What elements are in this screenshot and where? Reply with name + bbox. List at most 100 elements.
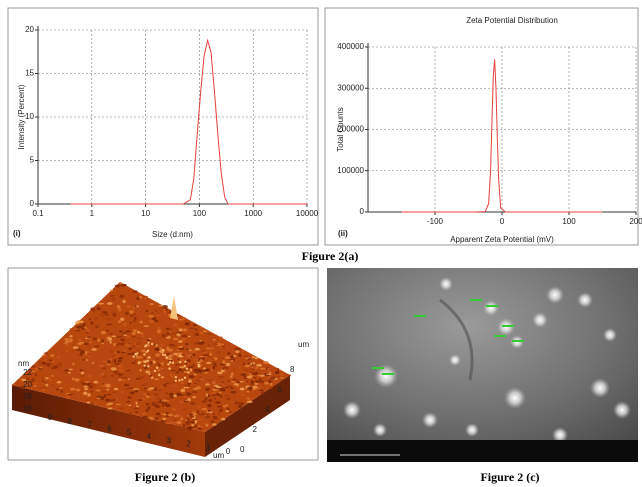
- x-tick-label: 200: [629, 217, 642, 226]
- afm-texture: [33, 382, 38, 385]
- afm-texture: [226, 407, 230, 410]
- sem-features: [343, 277, 631, 443]
- afm-texture: [106, 299, 109, 302]
- afm-texture: [143, 364, 146, 367]
- afm-texture: [48, 379, 53, 381]
- panel-label: (i): [13, 229, 21, 238]
- afm-texture: [162, 404, 165, 407]
- afm-texture: [270, 376, 276, 380]
- afm-texture: [172, 337, 179, 341]
- afm-texture: [112, 313, 117, 317]
- afm-texture: [257, 374, 261, 377]
- afm-texture: [31, 379, 35, 383]
- afm-texture: [202, 350, 206, 353]
- afm-texture: [265, 373, 272, 375]
- afm-texture: [83, 385, 89, 388]
- afm-texture: [156, 314, 161, 316]
- afm-texture: [128, 347, 132, 350]
- afm-texture: [205, 393, 209, 397]
- afm-texture: [192, 412, 197, 416]
- afm-texture: [96, 307, 101, 311]
- afm-texture: [133, 329, 137, 333]
- afm-texture: [136, 405, 139, 408]
- afm-texture: [154, 378, 160, 381]
- afm-texture: [188, 379, 193, 383]
- afm-texture: [269, 382, 273, 387]
- afm-texture: [180, 382, 185, 385]
- afm-texture: [180, 388, 185, 393]
- afm-texture: [178, 345, 183, 349]
- afm-texture: [113, 398, 116, 402]
- afm-texture: [176, 327, 180, 329]
- annotation-marker: [486, 305, 498, 307]
- y-tick-label: 2: [253, 425, 258, 434]
- afm-texture: [64, 369, 70, 372]
- x-tick-label: 100: [562, 217, 576, 226]
- afm-texture: [175, 364, 178, 367]
- afm-texture: [207, 379, 213, 382]
- afm-texture: [106, 302, 113, 305]
- x-unit: um: [213, 451, 224, 460]
- afm-texture: [124, 343, 131, 347]
- afm-texture: [169, 396, 175, 399]
- afm-texture: [167, 363, 170, 366]
- afm-texture: [74, 378, 80, 382]
- afm-texture: [227, 352, 231, 355]
- afm-texture: [229, 387, 235, 390]
- afm-texture: [254, 383, 259, 385]
- caption: Figure 2 (c): [480, 470, 539, 484]
- afm-texture: [125, 330, 131, 333]
- y-tick-label: 5: [30, 156, 35, 165]
- afm-texture: [197, 413, 204, 416]
- afm-texture: [148, 320, 154, 323]
- afm-texture: [146, 339, 150, 342]
- afm-texture: [106, 323, 113, 325]
- annotation-marker: [470, 299, 482, 301]
- afm-texture: [216, 405, 223, 408]
- x-tick-label: 6: [107, 424, 112, 433]
- afm-texture: [135, 345, 141, 347]
- afm-texture: [153, 393, 159, 395]
- afm-texture: [160, 376, 165, 379]
- afm-texture: [63, 371, 67, 374]
- x-tick-label: 7: [87, 421, 92, 430]
- afm-texture: [252, 387, 256, 391]
- afm-texture: [240, 373, 247, 377]
- afm-texture: [249, 373, 253, 376]
- afm-texture: [107, 360, 111, 364]
- afm-texture: [128, 387, 134, 390]
- afm-texture: [100, 385, 106, 387]
- afm-texture: [185, 419, 188, 421]
- afm-texture: [215, 401, 221, 404]
- afm-texture: [88, 374, 92, 378]
- afm-texture: [104, 314, 109, 316]
- afm-texture: [83, 391, 88, 395]
- y-tick-label: 6: [278, 385, 283, 394]
- afm-texture: [105, 383, 112, 386]
- afm-texture: [265, 376, 272, 379]
- afm-texture: [183, 364, 187, 368]
- afm-texture: [229, 375, 233, 378]
- afm-texture: [67, 393, 73, 396]
- afm-texture: [26, 378, 30, 381]
- afm-texture: [210, 358, 215, 361]
- afm-texture: [109, 289, 114, 292]
- afm-texture: [178, 340, 183, 343]
- z-unit: nm: [18, 359, 29, 368]
- afm-texture: [225, 410, 230, 413]
- afm-texture: [51, 360, 55, 363]
- afm-texture: [217, 371, 223, 375]
- afm-texture: [149, 396, 154, 398]
- afm-texture: [168, 381, 172, 384]
- afm-texture: [183, 373, 188, 376]
- afm-texture: [165, 309, 168, 311]
- afm-texture: [81, 326, 85, 330]
- panel-label: (ii): [338, 229, 348, 238]
- afm-texture: [94, 316, 98, 320]
- afm-texture: [247, 386, 253, 391]
- afm-texture: [184, 383, 189, 387]
- x-tick-label: 3: [166, 436, 171, 445]
- afm-texture: [93, 309, 96, 313]
- afm-texture: [177, 352, 183, 355]
- afm-texture: [109, 357, 113, 362]
